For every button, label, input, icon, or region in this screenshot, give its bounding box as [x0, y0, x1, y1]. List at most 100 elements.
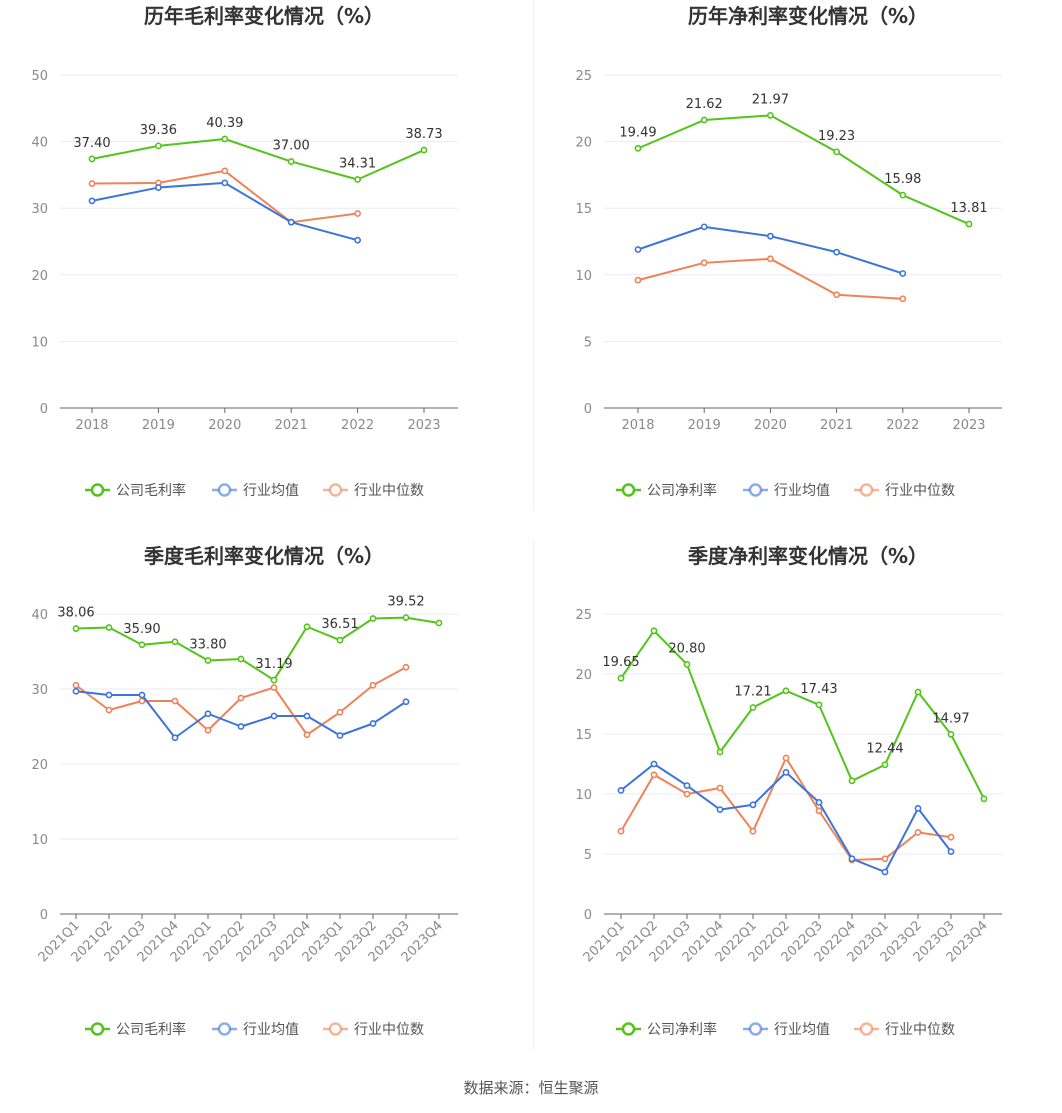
data-point — [369, 615, 377, 622]
data-label: 39.36 — [140, 123, 177, 138]
data-point — [899, 191, 907, 199]
legend-marker-icon — [328, 1022, 343, 1036]
data-label: 34.31 — [339, 156, 376, 171]
y-tick-label: 30 — [31, 202, 48, 217]
x-tick-label: 2018 — [621, 418, 654, 433]
data-point — [336, 708, 344, 716]
data-point — [171, 638, 179, 646]
y-tick-label: 0 — [584, 908, 592, 923]
data-label: 13.81 — [950, 201, 987, 216]
data-point — [138, 641, 146, 649]
legend-label: 行业均值 — [774, 483, 830, 499]
x-tick-label: 2018 — [75, 418, 108, 433]
data-point — [270, 684, 278, 691]
data-point — [303, 623, 311, 631]
data-label: 15.98 — [884, 172, 921, 187]
data-label: 33.80 — [189, 638, 226, 653]
data-point — [899, 270, 907, 277]
legend-industry-average: 行业均值 — [743, 483, 830, 499]
data-point — [105, 691, 113, 699]
data-point — [749, 827, 757, 835]
data-label: 37.00 — [273, 139, 310, 154]
legend-marker-icon — [90, 483, 105, 497]
panel-divider — [533, 0, 534, 510]
legend-label: 行业中位数 — [885, 1022, 955, 1038]
x-tick-label: 2019 — [688, 418, 721, 433]
y-tick-label: 15 — [575, 728, 592, 743]
legend-marker-icon — [328, 483, 343, 497]
data-point — [700, 223, 708, 231]
x-tick-label: 2020 — [208, 418, 241, 433]
data-point — [914, 804, 922, 812]
y-tick-label: 40 — [31, 608, 48, 623]
data-point — [369, 681, 377, 689]
data-label: 35.90 — [123, 622, 160, 637]
x-tick-label: 2023 — [952, 418, 985, 433]
y-tick-label: 10 — [575, 269, 592, 284]
data-point — [237, 655, 245, 663]
data-point — [204, 726, 212, 734]
company-line — [620, 629, 985, 800]
legend-label: 行业中位数 — [354, 483, 424, 499]
data-point — [154, 184, 162, 191]
data-point — [914, 828, 922, 836]
data-point — [683, 790, 691, 798]
legend-marker-icon — [90, 1022, 105, 1036]
data-point — [303, 712, 311, 720]
data-point — [237, 723, 245, 730]
chart-title: 季度净利率变化情况（%） — [687, 544, 928, 568]
data-point — [650, 771, 658, 779]
data-label: 14.97 — [932, 711, 969, 726]
industry-average-line — [91, 181, 358, 242]
data-point — [72, 681, 80, 689]
data-point — [303, 731, 311, 739]
data-point — [369, 720, 377, 727]
data-point — [848, 855, 856, 863]
y-tick-label: 10 — [31, 833, 48, 848]
data-point — [88, 197, 96, 205]
y-tick-label: 25 — [575, 608, 592, 623]
data-point — [914, 688, 922, 696]
x-tick-label: 2023 — [407, 418, 440, 433]
y-tick-label: 40 — [31, 136, 48, 151]
data-point — [354, 210, 361, 217]
data-label: 19.23 — [818, 129, 855, 144]
data-point — [683, 661, 691, 668]
data-point — [435, 619, 443, 627]
data-point — [270, 712, 278, 720]
data-point — [270, 676, 278, 684]
data-point — [749, 704, 757, 711]
data-point — [221, 135, 229, 143]
data-point — [634, 246, 642, 253]
legend-label: 行业均值 — [243, 483, 299, 499]
data-label: 21.62 — [686, 97, 723, 112]
legend-marker-icon — [748, 483, 763, 497]
data-point — [105, 624, 113, 631]
legend-company: 公司毛利率 — [85, 482, 186, 499]
x-tick-label: 2019 — [142, 418, 175, 433]
data-point — [204, 657, 212, 664]
y-tick-label: 0 — [40, 402, 48, 417]
data-point — [354, 176, 361, 183]
data-point — [947, 730, 955, 738]
data-point — [634, 276, 642, 284]
legend-industry-average: 行业均值 — [212, 483, 299, 499]
data-point — [881, 761, 889, 769]
data-point — [947, 833, 955, 841]
legend-label: 公司净利率 — [647, 1021, 717, 1038]
chart-svg: 历年毛利率变化情况（%） 0 10 20 30 40 50 2018 2019 2020 2021 2… — [31, 4, 458, 499]
data-point — [402, 698, 410, 706]
data-label: 39.52 — [387, 595, 424, 610]
data-point — [965, 220, 973, 228]
data-point — [336, 732, 344, 739]
data-point — [833, 248, 840, 256]
legend-industry-median: 行业中位数 — [854, 1022, 955, 1038]
data-point — [716, 748, 724, 756]
data-point — [617, 674, 625, 682]
y-tick-label: 5 — [584, 848, 592, 863]
data-label: 31.19 — [255, 657, 292, 672]
legend-marker-icon — [859, 1022, 874, 1036]
data-point — [716, 806, 724, 813]
y-tick-label: 20 — [575, 136, 592, 151]
data-point — [833, 148, 840, 156]
